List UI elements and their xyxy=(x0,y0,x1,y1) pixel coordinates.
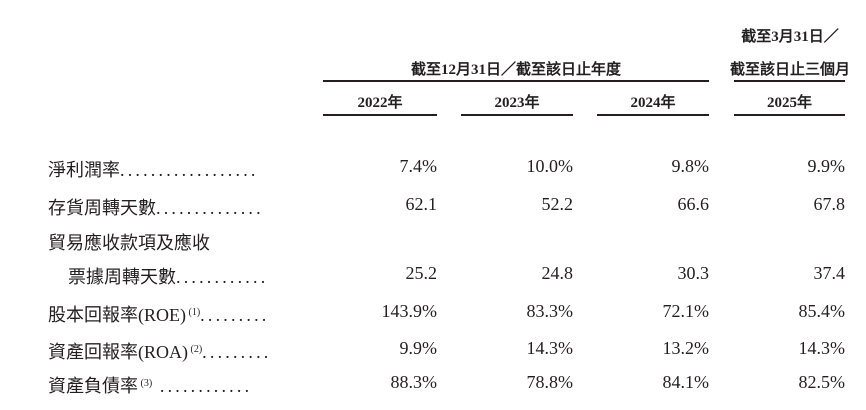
row-label: 資產回報率(ROA) (2)......... xyxy=(48,338,271,364)
footnote-ref: (2) xyxy=(188,344,203,355)
row-label-text: 存貨周轉天數 xyxy=(48,198,156,218)
header-year-2025: 2025年 xyxy=(766,95,812,111)
cell-value: 88.3% xyxy=(390,372,438,392)
footnote-ref: (3) xyxy=(138,378,153,389)
cell-value: 83.3% xyxy=(526,301,574,321)
cell-value: 14.3% xyxy=(798,338,846,358)
leader-dots: ............ xyxy=(176,267,269,287)
row-label-text: 淨利潤率 xyxy=(48,160,120,180)
cell-value: 62.1 xyxy=(405,194,438,214)
cell-value: 52.2 xyxy=(541,194,574,214)
cell-value: 9.9% xyxy=(807,156,846,176)
cell-value: 30.3 xyxy=(677,263,710,283)
cell-value: 85.4% xyxy=(798,301,846,321)
header-quarter-line2: 截至該日止三個月 xyxy=(729,62,850,78)
header-rule xyxy=(323,114,437,116)
row-label-text: 資產負債率 xyxy=(48,376,138,396)
leader-dots: .................. xyxy=(120,160,259,180)
row-label-text: 股本回報率(ROE) xyxy=(48,305,186,325)
cell-value: 66.6 xyxy=(677,194,710,214)
header-rule xyxy=(734,114,845,116)
header-quarter-line1: 截至3月31日／ xyxy=(741,29,839,45)
cell-value: 13.2% xyxy=(662,338,710,358)
cell-value: 78.8% xyxy=(526,372,574,392)
header-year-2024: 2024年 xyxy=(630,95,676,111)
row-label: 淨利潤率.................. xyxy=(48,156,259,182)
cell-value: 9.8% xyxy=(671,156,710,176)
cell-value: 37.4 xyxy=(813,263,846,283)
header-year-2022: 2022年 xyxy=(357,95,403,111)
cell-value: 25.2 xyxy=(405,263,438,283)
leader-dots: ......... xyxy=(202,342,272,362)
header-rule xyxy=(461,114,573,116)
header-rule xyxy=(734,80,845,82)
row-label: 票據周轉天數............ xyxy=(68,263,268,289)
cell-value: 67.8 xyxy=(813,194,846,214)
cell-value: 82.5% xyxy=(798,372,846,392)
row-label: 存貨周轉天數.............. xyxy=(48,194,264,220)
row-label: 股本回報率(ROE) (1)......... xyxy=(48,301,269,327)
header-fiscal-year-group: 截至12月31日／截至該日止年度 xyxy=(410,62,621,78)
cell-value: 9.9% xyxy=(399,338,438,358)
header-rule xyxy=(323,80,709,82)
footnote-ref: (1) xyxy=(186,307,201,318)
row-label-text: 資產回報率(ROA) xyxy=(48,342,188,362)
cell-value: 72.1% xyxy=(662,301,710,321)
cell-value: 7.4% xyxy=(399,156,438,176)
leader-dots: .............. xyxy=(156,198,264,218)
row-label-text: 票據周轉天數 xyxy=(68,267,176,287)
row-label: 資產負債率 (3) ............ xyxy=(48,372,252,398)
cell-value: 10.0% xyxy=(526,156,574,176)
leader-dots: ............ xyxy=(152,376,253,396)
cell-value: 14.3% xyxy=(526,338,574,358)
header-year-2023: 2023年 xyxy=(494,95,540,111)
cell-value: 84.1% xyxy=(662,372,710,392)
header-rule xyxy=(597,114,709,116)
leader-dots: ......... xyxy=(200,305,270,325)
cell-value: 24.8 xyxy=(541,263,574,283)
cell-value: 143.9% xyxy=(381,301,438,321)
row-label: 貿易應收款項及應收 xyxy=(48,229,210,255)
row-label-text: 貿易應收款項及應收 xyxy=(48,233,210,253)
